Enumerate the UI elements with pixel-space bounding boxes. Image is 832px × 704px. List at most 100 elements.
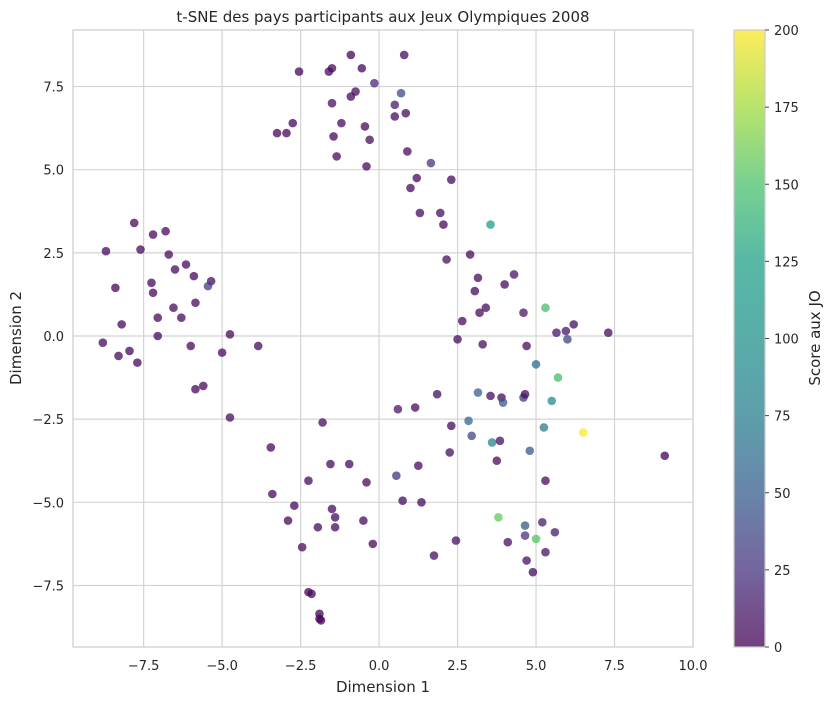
scatter-point — [453, 335, 462, 344]
scatter-point — [133, 358, 142, 367]
scatter-point — [117, 320, 126, 329]
scatter-point — [457, 316, 467, 326]
scatter-point — [403, 147, 412, 156]
scatter-point — [357, 63, 367, 73]
scatter-point — [359, 516, 368, 525]
scatter-point — [412, 173, 422, 183]
y-axis-label: Dimension 2 — [7, 291, 25, 385]
scatter-point — [406, 183, 415, 193]
scatter-point — [266, 443, 276, 452]
scatter-point — [522, 556, 531, 565]
x-tick-label: 5.0 — [526, 659, 547, 674]
scatter-point — [415, 208, 425, 218]
scatter-point — [481, 303, 491, 313]
scatter-point — [470, 286, 480, 296]
colorbar-tick-label: 100 — [774, 333, 799, 348]
colorbar-tick-label: 50 — [774, 487, 791, 502]
scatter-point — [494, 512, 503, 522]
scatter-point — [547, 396, 557, 406]
x-tick-label: −5.0 — [206, 659, 238, 674]
colorbar-tick-label: 125 — [774, 255, 799, 270]
scatter-point — [346, 50, 356, 60]
scatter-point — [337, 118, 346, 128]
colorbar-tick-label: 200 — [774, 24, 799, 39]
colorbar-tick-label: 175 — [774, 101, 799, 116]
scatter-point — [288, 118, 298, 128]
scatter-point — [446, 421, 456, 431]
scatter-point — [98, 338, 108, 347]
scatter-point — [189, 271, 199, 281]
scatter-point — [473, 273, 483, 283]
scatter-point — [578, 428, 588, 437]
scatter-point — [362, 162, 371, 171]
scatter-point — [181, 260, 191, 269]
data-points — [98, 50, 670, 625]
y-tick-labels: −7.5 −5.0 −2.5 0.0 2.5 5.0 7.5 — [32, 81, 64, 595]
scatter-point — [520, 521, 530, 530]
scatter-point — [304, 476, 313, 485]
scatter-point — [326, 459, 335, 469]
scatter-point — [519, 308, 528, 318]
scatter-point — [569, 320, 579, 329]
scatter-point — [365, 135, 374, 145]
scatter-point — [478, 340, 487, 349]
grid — [73, 30, 693, 647]
scatter-point — [307, 589, 316, 599]
scatter-point — [451, 536, 461, 545]
scatter-point — [563, 335, 572, 344]
scatter-point — [417, 498, 426, 507]
scatter-point — [393, 404, 403, 414]
scatter-point — [531, 359, 541, 369]
scatter-point — [486, 220, 495, 229]
scatter-point — [541, 476, 550, 485]
scatter-point — [390, 100, 400, 110]
scatter-point — [191, 298, 200, 308]
scatter-point — [370, 78, 379, 88]
y-tick-label: 7.5 — [43, 81, 64, 96]
scatter-point — [486, 391, 495, 401]
scatter-point — [225, 330, 235, 339]
scatter-point — [125, 346, 134, 356]
y-tick-label: 0.0 — [43, 330, 64, 345]
scatter-point — [327, 98, 337, 108]
scatter-point — [198, 381, 208, 391]
scatter-point — [396, 88, 406, 98]
x-axis-label: Dimension 1 — [336, 678, 430, 696]
scatter-point — [177, 313, 186, 323]
scatter-point — [500, 280, 509, 289]
x-tick-label: 10.0 — [679, 659, 708, 674]
y-tick-label: 5.0 — [43, 164, 64, 179]
scatter-point — [313, 522, 323, 532]
scatter-point — [297, 542, 307, 552]
scatter-point — [169, 303, 178, 313]
scatter-point — [553, 373, 563, 382]
scatter-point — [344, 459, 354, 469]
scatter-point — [332, 152, 341, 161]
colorbar — [734, 30, 765, 647]
scatter-point — [552, 328, 561, 337]
scatter-point — [368, 539, 378, 549]
scatter-point — [161, 226, 170, 236]
scatter-point — [315, 614, 324, 624]
x-tick-label: −7.5 — [128, 659, 160, 674]
scatter-point — [324, 67, 334, 76]
scatter-point — [283, 516, 293, 525]
scatter-point — [114, 351, 123, 361]
scatter-point — [327, 504, 337, 514]
scatter-point — [101, 246, 111, 256]
scatter-point — [541, 303, 550, 313]
scatter-point — [147, 278, 156, 288]
scatter-point — [290, 501, 299, 510]
scatter-point — [318, 418, 327, 427]
scatter-point — [330, 522, 340, 532]
scatter-point — [253, 341, 263, 351]
scatter-point — [294, 67, 304, 76]
scatter-point — [129, 218, 139, 228]
x-tick-labels: −7.5 −5.0 −2.5 0.0 2.5 5.0 7.5 10.0 — [128, 659, 708, 674]
scatter-point — [186, 341, 196, 351]
scatter-point — [414, 461, 423, 471]
scatter-point — [225, 413, 235, 422]
x-tick-label: 0.0 — [369, 659, 390, 674]
scatter-point — [360, 122, 370, 131]
